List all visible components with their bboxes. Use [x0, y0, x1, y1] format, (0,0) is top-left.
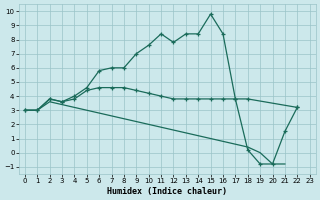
X-axis label: Humidex (Indice chaleur): Humidex (Indice chaleur) [107, 187, 227, 196]
